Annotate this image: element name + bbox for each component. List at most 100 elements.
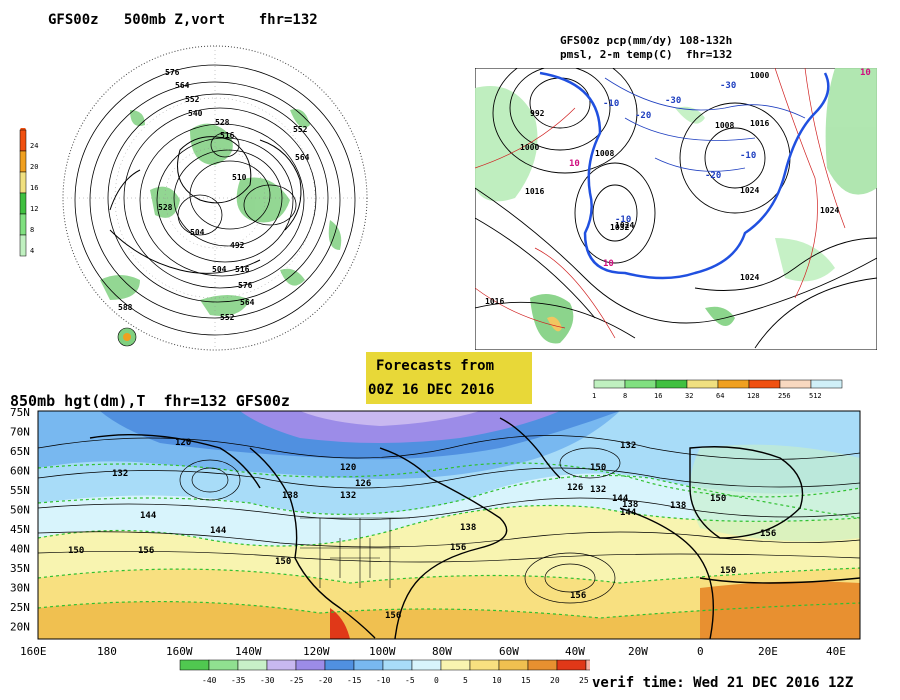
temperature-colorbar-swatch [585,659,590,671]
pmsl-contour-label: 1032 [610,223,629,232]
temperature-fill [38,411,860,639]
borders [300,517,410,588]
precip-colorbar-label: 512 [809,392,822,400]
polar-contour-label: 552 [293,125,308,134]
height-label: 150 [710,494,726,504]
longitude-label: 20W [628,645,648,658]
temperature-colorbar-swatch [266,659,297,671]
forecast-line1: Forecasts from [376,358,495,374]
polar-contour-label: 492 [230,241,245,250]
latitude-label: 30N [10,582,30,595]
verification-time: verif time: Wed 21 DEC 2016 12Z [592,675,854,691]
polar-contour-label: 552 [220,313,235,322]
latitude-label: 45N [10,523,30,536]
temperature-colorbar-swatch [382,659,413,671]
polar-contour-label: 528 [158,203,173,212]
pmsl-contour-label: 1016 [525,187,544,196]
precip-colorbar-swatch [624,379,657,389]
coastlines [89,417,860,639]
longitude-label: 120W [303,645,330,658]
polar-contour-label: 552 [185,95,200,104]
polar-contour-label: 510 [232,173,247,182]
precip-colorbar-swatch [717,379,750,389]
latitude-label: 70N [10,426,30,439]
height-label: 156 [385,611,401,621]
height-label: 156 [138,546,154,556]
polar-contour-label: 564 [175,81,190,90]
precip-colorbar-label: 1 [592,392,596,400]
longitude-label: 20E [758,645,778,658]
vorticity-colorbar-swatch [19,213,27,236]
temperature-colorbar-label: 0 [434,676,439,685]
height-contours [38,435,860,604]
pmsl-contour-label: 1016 [750,119,769,128]
temperature-colorbar-swatch [469,659,500,671]
pmsl-contour-label: 992 [530,109,545,118]
temp-contours-blue [604,77,806,172]
polar-contour-label: 588 [118,303,133,312]
pmsl-temp-map: 9921000100810161024103210241016100810001… [475,68,877,350]
polar-contour-label: 576 [238,281,253,290]
precip-colorbar-label: 128 [747,392,760,400]
latitude-label: 60N [10,465,30,478]
forecast-init-box: Forecasts from 00Z 16 DEC 2016 [366,352,532,404]
height-label: 132 [112,469,128,479]
precip-colorbar-label: 8 [623,392,627,400]
latitude-label: 55N [10,484,30,497]
latitude-label: 20N [10,621,30,634]
pmsl-contour-label: 1000 [750,71,769,80]
height-label: 144 [612,494,629,504]
height-label: 132 [340,491,356,501]
precip-colorbar-swatch [686,379,719,389]
precip-colorbar-label: 16 [654,392,662,400]
height-label: 150 [68,546,84,556]
temperature-colorbar-swatch [324,659,355,671]
temp-label: -10 [615,215,631,225]
latitude-label: 65N [10,445,30,458]
pmsl-contour-label: 1016 [485,297,504,306]
temperature-colorbar: -40 -35 -30 -25 -20 -15 -10 -5 0 5 10 15 20 25 [179,659,590,685]
height-label: 150 [720,566,736,576]
temperature-colorbar-swatch [440,659,471,671]
vorticity-colorbar-swatch [19,171,27,194]
temperature-colorbar-swatch [498,659,529,671]
temp-label: -20 [635,111,651,121]
temperature-colorbar-label: -25 [289,676,304,685]
vorticity-colorbar-swatch [19,234,27,257]
longitude-label: 0 [697,645,704,658]
precip-colorbar-label: 256 [778,392,791,400]
latitude-label: 25N [10,601,30,614]
longitude-label: 100W [369,645,396,658]
polar-500mb-map: 576 564 552 540 528 516 510 504 492 588 552 564 576 5… [62,45,368,351]
pmsl-contour-label: 1024 [820,206,839,215]
polar-contour-label: 504 [212,265,227,274]
polar-contour-labels: 576 564 552 540 528 516 510 504 492 588 552 564 576 5… [118,68,310,322]
temp-label: -10 [603,99,619,109]
height-label: 144 [140,511,157,521]
vorticity-colorbar-label: 24 [30,142,38,150]
temp-contours-red [475,68,846,339]
temperature-colorbar-label: -10 [376,676,391,685]
precip-fill [475,68,877,344]
tropical-system [117,327,137,347]
height-label: 132 [590,485,606,495]
temperature-colorbar-swatch [237,659,268,671]
temp-label: -30 [720,81,736,91]
pmsl-contour-label: 1024 [740,186,759,195]
precip-colorbar-swatch [810,379,843,389]
height-label: 138 [282,491,298,501]
850mb-map: 75N 70N 65N 60N 55N 50N 45N 40N 35N 30N 25N 20N 160… [10,408,861,658]
temp-label: 10 [860,68,871,78]
latitude-label: 75N [10,408,30,419]
vorticity-colorbar-label: 16 [30,184,38,192]
temperature-colorbar-swatch [353,659,384,671]
height-label: 156 [450,543,466,553]
pmsl-contour-label: 1008 [595,149,614,158]
polar-contour-label: 564 [240,298,255,307]
height-label: 144 [620,508,637,518]
precip-colorbar-swatch [655,379,688,389]
longitude-label: 140W [235,645,262,658]
temperature-colorbar-swatch [179,659,210,671]
temperature-colorbar-label: -20 [318,676,333,685]
